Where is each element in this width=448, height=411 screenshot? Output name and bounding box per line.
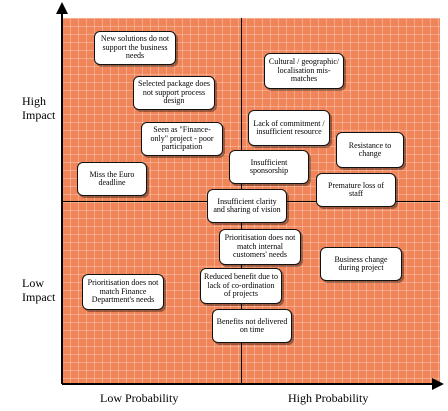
risk-new-solutions: New solutions do not support the busines…: [94, 31, 176, 65]
risk-euro-deadline: Miss the Euro deadline: [77, 162, 147, 196]
y-axis-arrow-icon: [56, 2, 68, 14]
y-label-low-impact: Low Impact: [22, 276, 55, 304]
risk-business-change: Business change during project: [320, 247, 402, 281]
risk-cultural: Cultural / geographic/ localisation mis-…: [264, 53, 344, 89]
risk-finance-needs: Prioritisation does not match Finance De…: [82, 274, 164, 310]
risk-internal-customers: Prioritisation does not match internal c…: [219, 229, 301, 265]
risk-vision: Insufficient clarity and sharing of visi…: [207, 189, 287, 223]
risk-finance-only: Seen as "Finance-only" project - poor pa…: [141, 122, 223, 156]
risk-resistance: Resistance to change: [336, 132, 404, 168]
y-label-high-impact: High Impact: [22, 94, 55, 122]
y-label-high-line1: High: [22, 94, 46, 108]
risk-commitment: Lack of commitment / insufficient resour…: [248, 110, 330, 146]
x-label-low-probability: Low Probability: [100, 391, 179, 405]
y-label-low-line1: Low: [22, 276, 44, 290]
y-label-high-line2: Impact: [22, 108, 56, 122]
risk-staff-loss: Premature loss of staff: [316, 173, 396, 207]
x-label-high-probability: High Probability: [288, 391, 369, 405]
risk-ontime: Benefits not delivered on time: [212, 309, 292, 343]
risk-coordination: Reduced benefit due to lack of co-ordina…: [200, 268, 282, 304]
risk-selected-package: Selected package does not support proces…: [133, 76, 215, 110]
y-label-low-line2: Impact: [22, 290, 56, 304]
risk-sponsorship: Insufficient sponsorship: [229, 150, 309, 184]
